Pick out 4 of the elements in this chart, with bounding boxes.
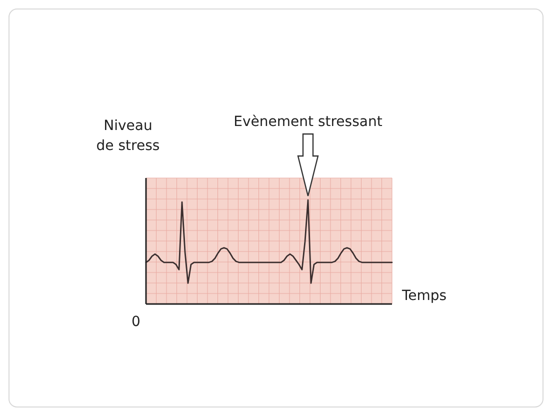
text: 0 <box>132 314 140 330</box>
text: Evènement stressant <box>234 114 383 130</box>
y-axis-title: Niveau de stress <box>96 118 160 154</box>
x-axis-title: Temps <box>401 288 447 304</box>
